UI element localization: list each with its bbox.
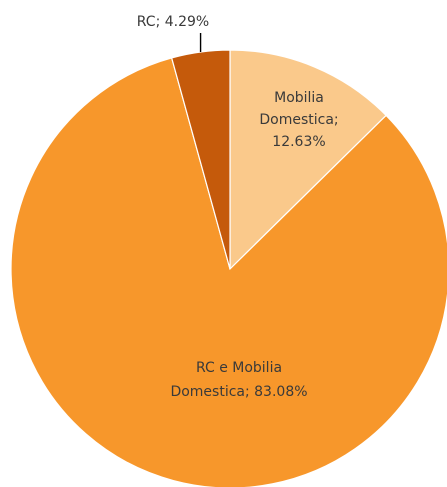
pie-slices <box>10 49 447 487</box>
slice-label-line: 12.63% <box>272 134 325 150</box>
slice-label-line: RC e Mobilia <box>196 360 282 376</box>
slice-label-rc: RC; 4.29% <box>137 14 209 30</box>
pie-slice-rc-e-mobilia-domestica <box>10 57 447 487</box>
slice-label-rc-e-mobilia-domestica: RC e Mobilia Domestica; 83.08% <box>170 360 307 400</box>
slice-label-line: Mobilia <box>274 90 324 106</box>
pie-slice-mobilia-domestica <box>229 49 387 271</box>
slice-label-mobilia-domestica: Mobilia Domestica; 12.63% <box>259 90 338 150</box>
slice-label-line: RC; 4.29% <box>137 14 209 30</box>
slice-labels: Mobilia Domestica; 12.63% RC e Mobilia Domes… <box>137 14 339 400</box>
pie-slice-rc <box>170 49 231 270</box>
slice-label-line: Domestica; <box>259 112 338 128</box>
slice-label-line: Domestica; 83.08% <box>170 384 307 400</box>
